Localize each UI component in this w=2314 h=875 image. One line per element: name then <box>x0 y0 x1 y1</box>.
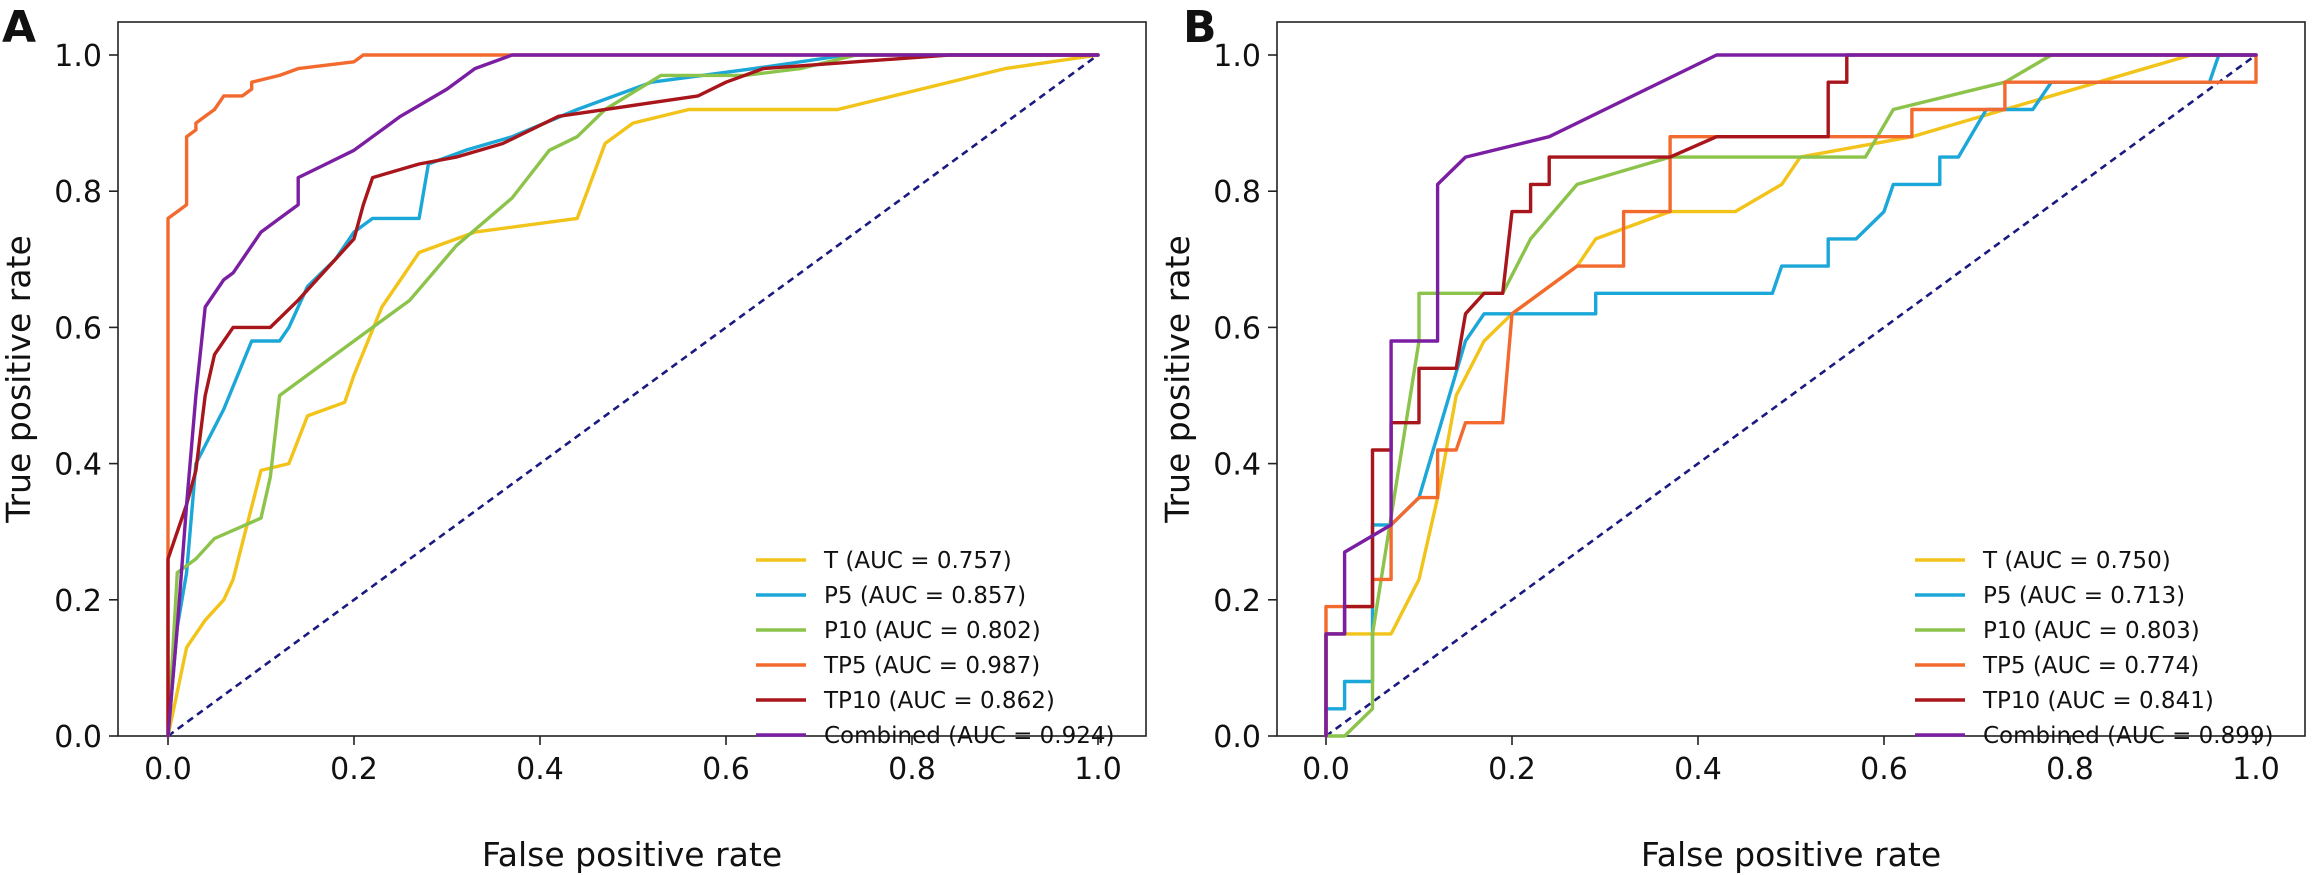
roc-panel-a: A 0.0 0.2 0.4 0.6 0.8 1.0 0.0 0.2 0.4 0.6 0.8 1.0 Fal… <box>0 2 1147 874</box>
x-tick-label: 0.8 <box>888 752 936 787</box>
roc-curve-tp10 <box>1324 53 2258 738</box>
legend-label-tp10: TP10 (AUC = 0.862) <box>823 688 1055 714</box>
plot-frame <box>117 21 1147 737</box>
legend-label-p5: P5 (AUC = 0.857) <box>824 583 1026 609</box>
y-axis-label: True positive rate <box>1158 235 1197 524</box>
y-tick-label: 0.0 <box>54 720 102 755</box>
chance-diagonal-line <box>1325 53 2257 738</box>
legend-label-tp5: TP5 (AUC = 0.987) <box>823 653 1040 679</box>
chance-diagonal-line <box>167 53 1099 738</box>
legend-label-p10: P10 (AUC = 0.802) <box>824 618 1041 644</box>
legend-label-t: T (AUC = 0.750) <box>1982 548 2171 574</box>
x-tick-label: 0.6 <box>702 752 750 787</box>
legend-label-t: T (AUC = 0.757) <box>823 548 1012 574</box>
y-tick-label: 1.0 <box>1213 39 1261 74</box>
roc-panel-b: B 0.0 0.2 0.4 0.6 0.8 1.0 0.0 0.2 0.4 0.6 0.8 1.0 Fal… <box>1158 2 2306 874</box>
y-tick-label: 0.2 <box>54 584 102 619</box>
roc-curve-tp5 <box>166 53 1100 738</box>
legend: T (AUC = 0.750) P5 (AUC = 0.713) P10 (AUC … <box>1915 548 2273 749</box>
y-tick-label: 0.4 <box>54 448 102 483</box>
x-tick-label: 0.4 <box>516 752 564 787</box>
y-tick-label: 0.8 <box>54 175 102 210</box>
x-tick-label: 1.0 <box>1074 752 1122 787</box>
roc-curve-p5 <box>166 53 1100 738</box>
y-tick-label: 0.2 <box>1213 584 1261 619</box>
plot-frame <box>1276 21 2306 737</box>
x-tick-label: 0.2 <box>1488 752 1536 787</box>
legend-label-combined: Combined (AUC = 0.899) <box>1983 723 2273 749</box>
roc-curve-t <box>1324 53 2258 738</box>
roc-curve-combined <box>166 53 1100 738</box>
y-tick-label: 1.0 <box>54 39 102 74</box>
x-tick-label: 0.0 <box>1302 752 1350 787</box>
x-tick-label: 0.2 <box>330 752 378 787</box>
x-tick-label: 1.0 <box>2232 752 2280 787</box>
x-tick-label: 0.4 <box>1674 752 1722 787</box>
x-tick-label: 0.8 <box>2046 752 2094 787</box>
x-tick-label: 0.6 <box>1860 752 1908 787</box>
legend-label-tp5: TP5 (AUC = 0.774) <box>1982 653 2199 679</box>
roc-curve-tp10 <box>166 53 1100 738</box>
x-axis-label: False positive rate <box>482 835 782 874</box>
y-axis-label: True positive rate <box>0 235 38 524</box>
panel-letter: B <box>1183 2 1217 53</box>
y-tick-label: 0.4 <box>1213 448 1261 483</box>
roc-curve-t <box>166 53 1100 738</box>
y-tick-label: 0.6 <box>1213 311 1261 346</box>
roc-curve-p10 <box>1324 53 2258 738</box>
legend-label-p10: P10 (AUC = 0.803) <box>1983 618 2200 644</box>
x-tick-label: 0.0 <box>144 752 192 787</box>
y-tick-label: 0.0 <box>1213 720 1261 755</box>
roc-curve-tp5 <box>1324 53 2258 738</box>
legend-label-p5: P5 (AUC = 0.713) <box>1983 583 2185 609</box>
legend-label-tp10: TP10 (AUC = 0.841) <box>1982 688 2214 714</box>
roc-curve-combined <box>1324 53 2258 738</box>
y-tick-label: 0.6 <box>54 311 102 346</box>
y-tick-label: 0.8 <box>1213 175 1261 210</box>
legend-label-combined: Combined (AUC = 0.924) <box>824 723 1114 749</box>
panel-letter: A <box>2 2 36 53</box>
x-axis-label: False positive rate <box>1641 835 1941 874</box>
legend: T (AUC = 0.757) P5 (AUC = 0.857) P10 (AUC … <box>756 548 1114 749</box>
